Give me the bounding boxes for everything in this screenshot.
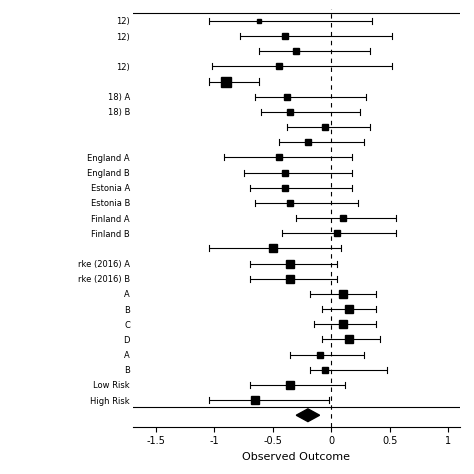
X-axis label: Observed Outcome: Observed Outcome <box>242 452 350 462</box>
Polygon shape <box>296 409 319 421</box>
